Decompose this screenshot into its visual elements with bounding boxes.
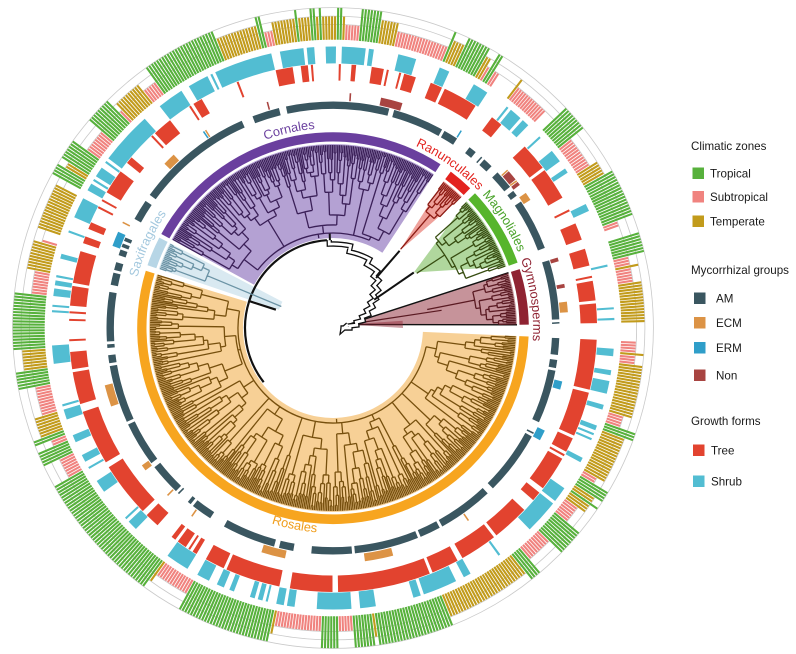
svg-text:Growth forms: Growth forms <box>691 415 761 428</box>
svg-text:ERM: ERM <box>716 342 742 355</box>
svg-text:Tropical: Tropical <box>710 168 751 181</box>
svg-text:Climatic zones: Climatic zones <box>691 140 767 153</box>
svg-text:Non: Non <box>716 370 737 383</box>
svg-text:ECM: ECM <box>716 317 742 330</box>
svg-text:Tree: Tree <box>711 445 734 458</box>
svg-text:AM: AM <box>716 293 733 306</box>
svg-text:Mycorrhizal groups: Mycorrhizal groups <box>691 264 789 277</box>
svg-text:Shrub: Shrub <box>711 476 742 489</box>
svg-text:Temperate: Temperate <box>710 216 765 229</box>
svg-text:Subtropical: Subtropical <box>710 191 768 204</box>
